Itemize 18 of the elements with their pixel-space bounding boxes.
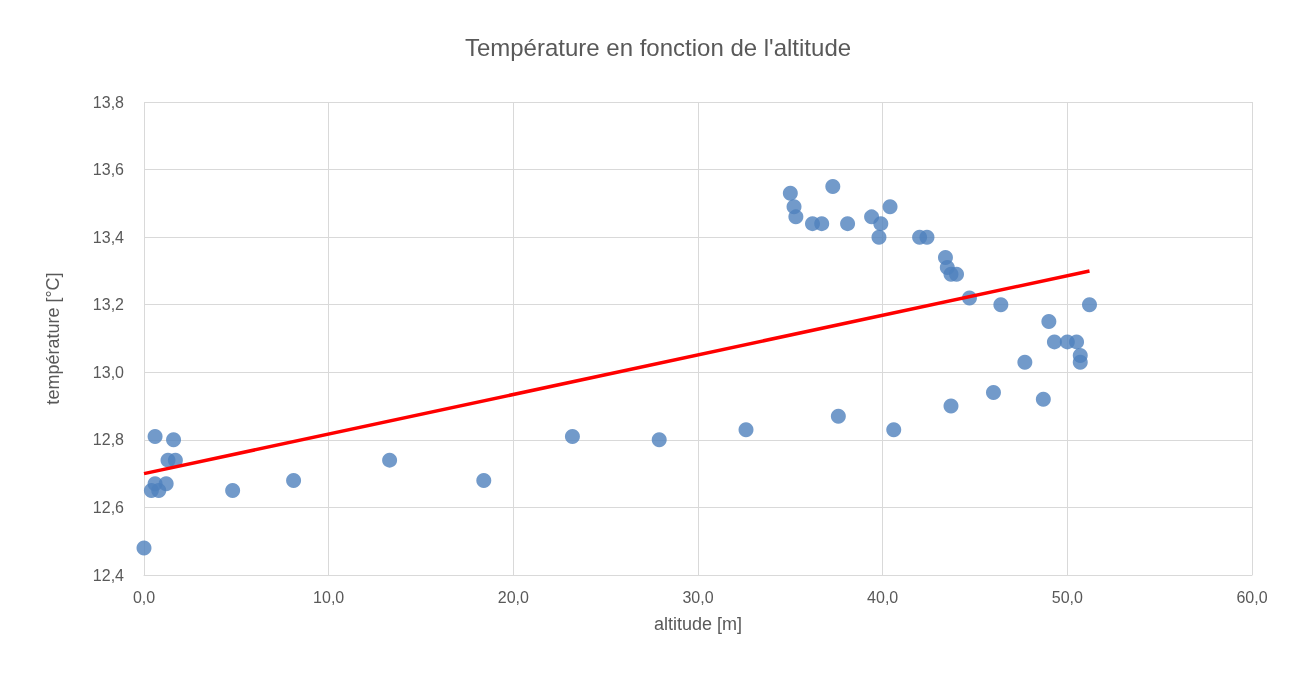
y-tick-label: 12,8 xyxy=(92,431,125,449)
x-tick-label: 20,0 xyxy=(497,588,530,606)
y-tick-label: 13,8 xyxy=(92,93,125,111)
y-tick-label: 12,4 xyxy=(92,566,125,584)
y-tick-label: 13,4 xyxy=(92,228,125,246)
y-tick-label: 12,6 xyxy=(92,498,125,516)
x-tick-label: 0,0 xyxy=(132,588,156,606)
y-tick-label: 13,6 xyxy=(92,161,125,179)
x-tick-label: 30,0 xyxy=(682,588,714,606)
chart-title: Température en fonction de l'altitude xyxy=(464,33,852,61)
y-axis-title: température [°C] xyxy=(43,272,63,405)
x-tick-label: 40,0 xyxy=(867,588,899,606)
x-tick-label: 60,0 xyxy=(1236,588,1268,606)
x-tick-label: 50,0 xyxy=(1051,588,1084,606)
y-tick-label: 13,2 xyxy=(92,296,125,314)
x-axis-title: altitude [m] xyxy=(653,614,743,634)
y-tick-label: 13,0 xyxy=(92,363,125,381)
x-tick-label: 10,0 xyxy=(313,588,345,606)
